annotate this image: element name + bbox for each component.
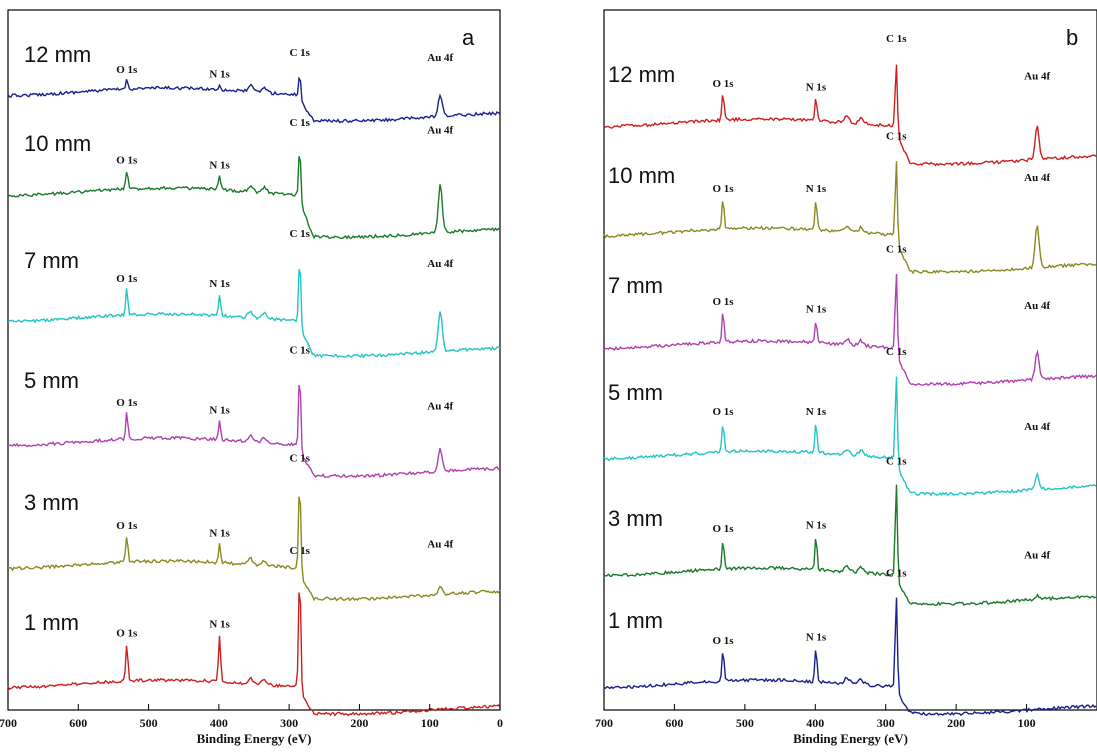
x-tick-label: 300 [877, 716, 895, 730]
spectrum-line-5mm [603, 376, 1097, 497]
peak-label: O 1s [712, 183, 734, 195]
peak-label: C 1s [886, 456, 907, 468]
peak-label: Au 4f [427, 124, 453, 136]
panel-a: 12 mm O 1s N 1s C 1s Au 4f 10 mm O 1s N 1s C 1s A… [0, 9, 503, 746]
spectrum-line-12mm [603, 64, 1097, 167]
series-label: 12 mm [608, 62, 675, 87]
panel-b: 12 mm O 1s N 1s C 1s Au 4f 10 mm O 1s N 1s C 1s A… [595, 9, 1097, 746]
x-tick-label: 500 [736, 716, 754, 730]
peak-label: N 1s [806, 519, 827, 531]
peak-label: N 1s [806, 304, 827, 316]
peak-label: N 1s [209, 278, 230, 290]
peak-label: O 1s [116, 628, 138, 640]
series-label: 1 mm [608, 608, 663, 633]
x-tick-label: 100 [1018, 716, 1036, 730]
peak-label: O 1s [712, 406, 734, 418]
series-label: 5 mm [608, 380, 663, 405]
peak-label: N 1s [806, 406, 827, 418]
peak-label: O 1s [712, 523, 734, 535]
x-tick-label: 700 [0, 716, 17, 730]
x-tick-label: 400 [806, 716, 824, 730]
peak-label: O 1s [116, 273, 138, 285]
series-label: 3 mm [24, 490, 79, 515]
spectrum-line-3mm [603, 484, 1097, 607]
peak-label: O 1s [712, 296, 734, 308]
series-label: 5 mm [24, 368, 79, 393]
x-tick-label: 400 [210, 716, 228, 730]
peak-label: C 1s [886, 131, 907, 143]
spectrum-line-12mm [7, 76, 501, 124]
x-tick-label: 0 [497, 716, 503, 730]
peak-label: N 1s [209, 404, 230, 416]
spectrum-line-10mm [7, 156, 501, 240]
peak-label: C 1s [886, 244, 907, 256]
panel-letter: a [462, 25, 475, 50]
peak-label: O 1s [712, 635, 734, 647]
x-axis-title: Binding Energy (eV) [197, 731, 312, 746]
peak-label: N 1s [806, 183, 827, 195]
series-label: 3 mm [608, 506, 663, 531]
series-label: 7 mm [608, 273, 663, 298]
peak-label: Au 4f [1024, 172, 1050, 184]
peak-label: N 1s [806, 82, 827, 94]
peak-label: N 1s [806, 631, 827, 643]
peak-label: C 1s [886, 568, 907, 580]
series-label: 10 mm [24, 131, 91, 156]
x-tick-label: 700 [595, 716, 613, 730]
x-tick-label: 200 [947, 716, 965, 730]
peak-label: O 1s [116, 154, 138, 166]
peak-label: C 1s [289, 228, 310, 240]
spectrum-line-7mm [7, 269, 501, 359]
plot-frame [603, 9, 1097, 711]
peak-label: C 1s [289, 47, 310, 59]
peak-label: Au 4f [427, 258, 453, 270]
peak-label: C 1s [886, 346, 907, 358]
peak-label: C 1s [886, 33, 907, 45]
spectrum-line-1mm [603, 597, 1097, 717]
peak-label: O 1s [116, 520, 138, 532]
x-tick-label: 100 [421, 716, 439, 730]
x-tick-label: 600 [665, 716, 683, 730]
peak-label: C 1s [289, 452, 310, 464]
peak-label: Au 4f [1024, 549, 1050, 561]
spectrum-line-5mm [7, 384, 501, 479]
peak-label: N 1s [209, 160, 230, 172]
peak-label: Au 4f [427, 539, 453, 551]
peak-label: Au 4f [427, 52, 453, 64]
x-tick-label: 200 [350, 716, 368, 730]
panel-letter: b [1066, 25, 1078, 50]
series-label: 1 mm [24, 610, 79, 635]
spectrum-line-10mm [603, 161, 1097, 275]
series-label: 12 mm [24, 42, 91, 67]
peak-label: Au 4f [427, 401, 453, 413]
peak-label: N 1s [209, 527, 230, 539]
spectrum-line-7mm [603, 273, 1097, 387]
peak-label: Au 4f [1024, 70, 1050, 82]
peak-label: N 1s [209, 619, 230, 631]
x-tick-label: 300 [280, 716, 298, 730]
x-tick-label: 600 [69, 716, 87, 730]
peak-label: O 1s [712, 78, 734, 90]
peak-label: Au 4f [1024, 421, 1050, 433]
peak-label: O 1s [116, 397, 138, 409]
series-label: 10 mm [608, 163, 675, 188]
plot-frame [7, 9, 501, 711]
spectrum-line-3mm [7, 496, 501, 602]
peak-label: N 1s [209, 69, 230, 81]
spectrum-line-1mm [7, 592, 501, 717]
peak-label: O 1s [116, 64, 138, 76]
peak-label: C 1s [289, 545, 310, 557]
series-label: 7 mm [24, 248, 79, 273]
peak-label: C 1s [289, 117, 310, 129]
x-tick-label: 500 [140, 716, 158, 730]
x-axis-title: Binding Energy (eV) [793, 731, 908, 746]
peak-label: C 1s [289, 344, 310, 356]
peak-label: Au 4f [1024, 300, 1050, 312]
